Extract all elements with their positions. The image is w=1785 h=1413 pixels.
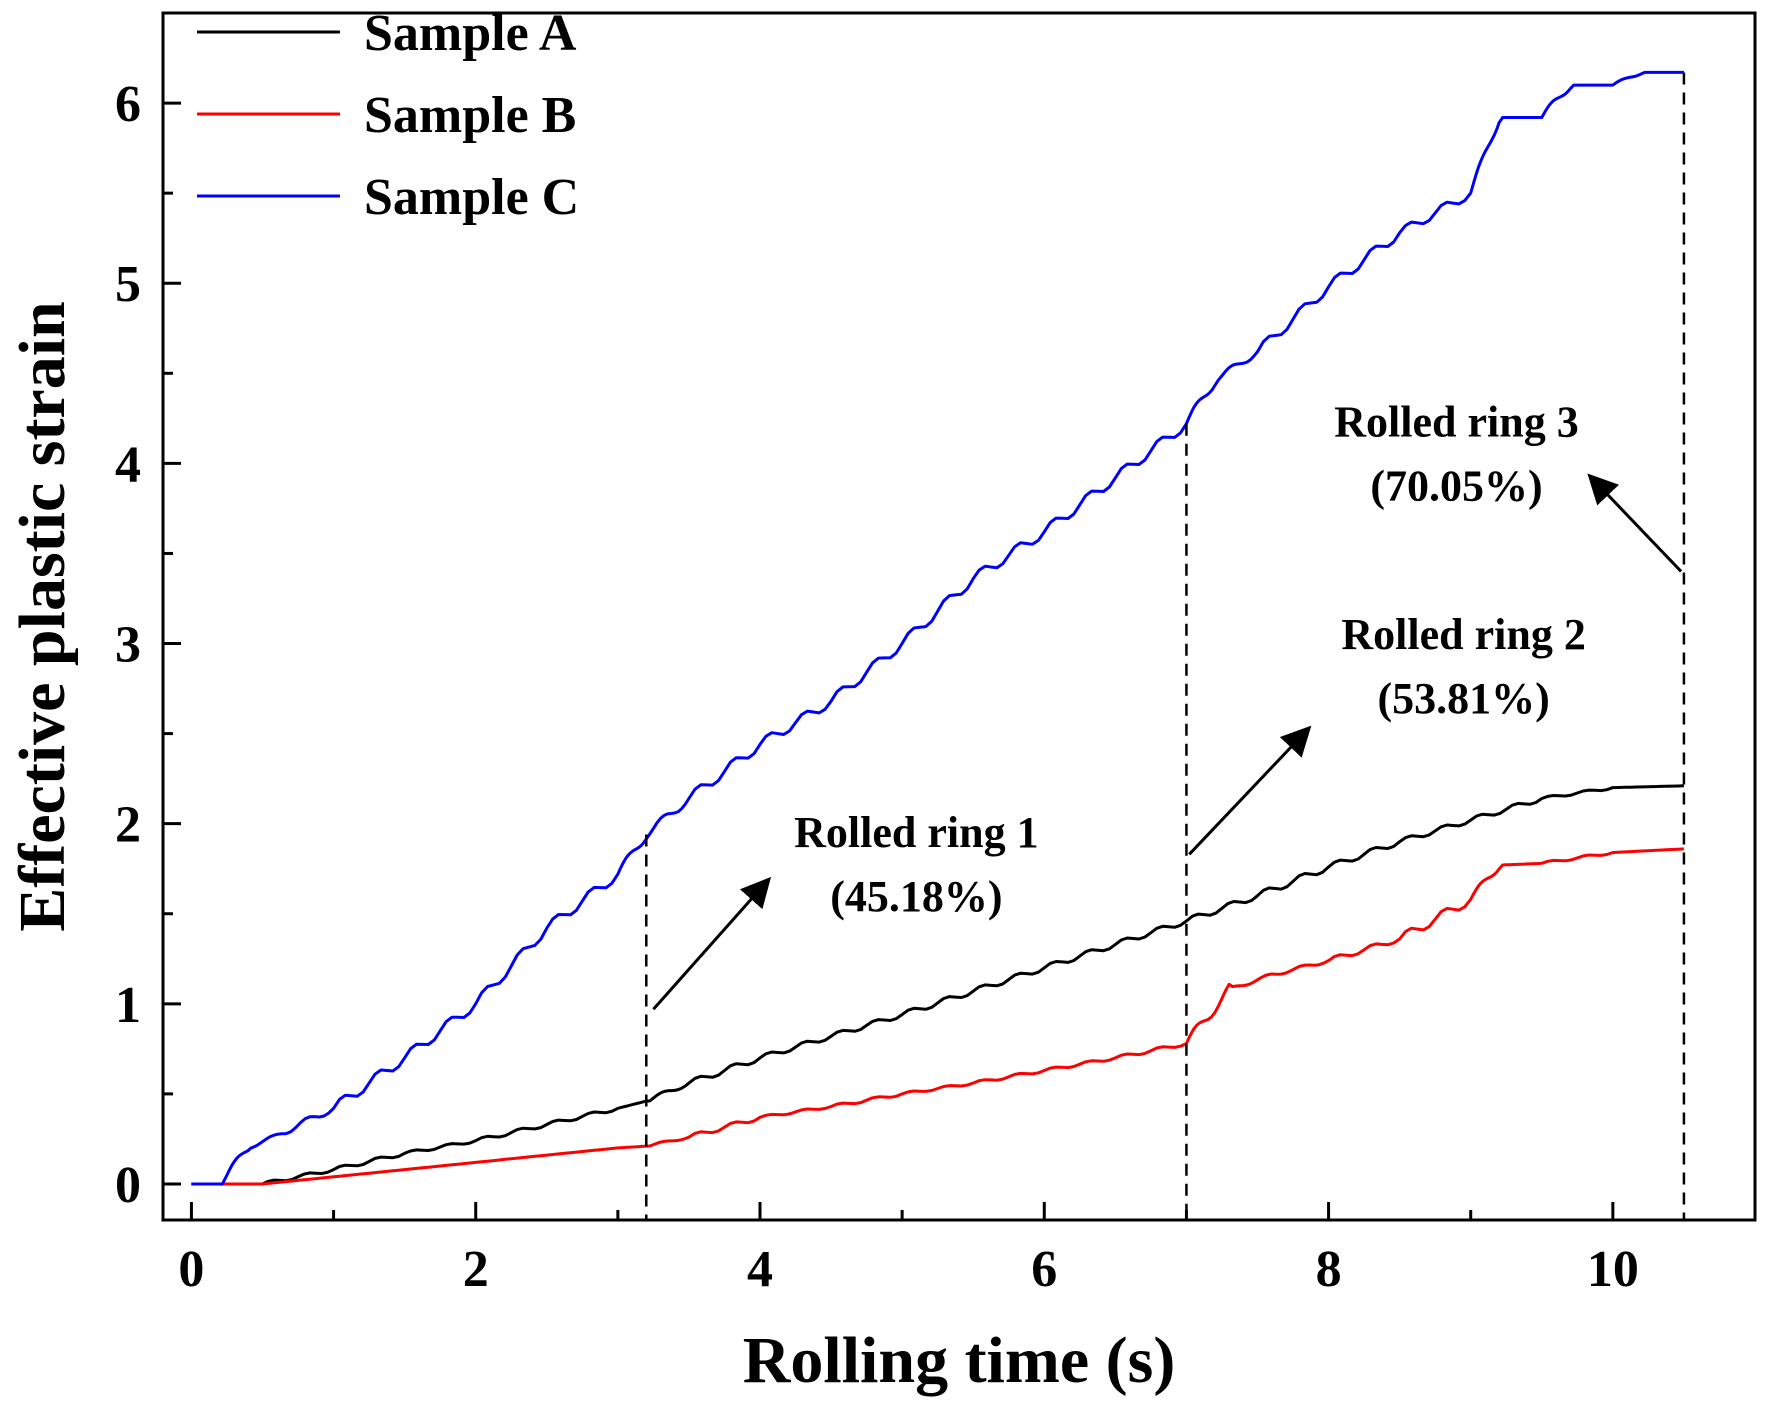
y-tick-label: 4 — [115, 436, 141, 493]
plot-lines — [191, 70, 1684, 1186]
annotation-percent: (70.05%) — [1370, 461, 1542, 510]
annotation-title: Rolled ring 2 — [1341, 610, 1585, 659]
annotation-percent: (53.81%) — [1377, 674, 1549, 723]
annotation-percent: (45.18%) — [830, 872, 1002, 921]
y-tick-label: 0 — [115, 1157, 141, 1214]
x-tick-label: 10 — [1587, 1241, 1639, 1298]
y-axis-title: Effective plastic strain — [6, 301, 79, 932]
series-line-sample-a — [191, 784, 1684, 1186]
x-tick-label: 2 — [463, 1241, 489, 1298]
x-tick-label: 0 — [178, 1241, 204, 1298]
y-tick-label: 6 — [115, 76, 141, 133]
x-axis-ticks: 0 2 4 6 8 10 — [178, 1202, 1639, 1298]
annotation-arrow — [652, 876, 772, 1011]
y-axis-ticks: 0 1 2 3 4 5 6 — [115, 11, 181, 1214]
legend-label-sample-a: Sample A — [364, 5, 577, 62]
annotation-arrow — [1587, 473, 1683, 573]
y-tick-label: 3 — [115, 617, 141, 674]
annotation-arrow — [1188, 725, 1312, 856]
x-tick-label: 6 — [1031, 1241, 1057, 1298]
x-tick-label: 4 — [747, 1241, 773, 1298]
plot-frame — [161, 11, 1757, 1222]
annotation-title: Rolled ring 1 — [794, 808, 1038, 857]
series-line-sample-b — [191, 847, 1684, 1186]
annotations: Rolled ring 1 (45.18%) Rolled ring 2 (53.81… — [652, 397, 1683, 1011]
x-tick-label: 8 — [1316, 1241, 1342, 1298]
legend-label-sample-c: Sample C — [364, 169, 579, 226]
y-tick-label: 2 — [115, 797, 141, 854]
legend-label-sample-b: Sample B — [364, 87, 576, 144]
y-tick-label: 1 — [115, 977, 141, 1034]
reference-lines — [645, 72, 1686, 1220]
series-line-sample-c — [191, 70, 1684, 1186]
y-tick-label: 5 — [115, 256, 141, 313]
annotation-title: Rolled ring 3 — [1334, 397, 1578, 446]
legend: Sample A Sample B Sample C — [197, 5, 579, 226]
x-axis-title: Rolling time (s) — [743, 1324, 1176, 1397]
